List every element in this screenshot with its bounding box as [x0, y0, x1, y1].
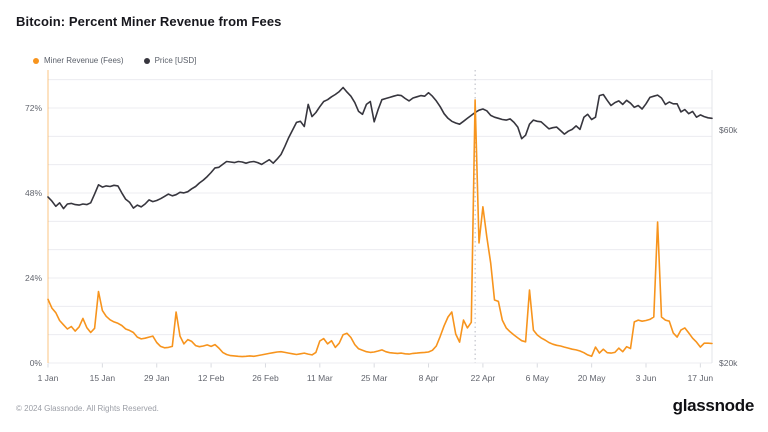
copyright-text: © 2024 Glassnode. All Rights Reserved. [16, 404, 159, 413]
y-left-tick-label: 24% [25, 273, 42, 283]
fees-series-dot-icon [33, 57, 39, 64]
price-series-dot-icon [143, 57, 150, 64]
y-left-tick-label: 72% [25, 103, 42, 113]
y-left-tick-label: 0% [30, 358, 43, 368]
x-axis-tick-label: 25 Mar [361, 373, 388, 383]
x-axis-tick-label: 20 May [578, 373, 607, 383]
x-axis-tick-label: 26 Feb [252, 373, 279, 383]
x-axis-tick-label: 11 Mar [307, 373, 333, 383]
legend-label-price: Price [USD] [154, 56, 197, 65]
x-axis-tick-label: 6 May [526, 373, 550, 383]
glassnode-wordmark: glassnode [672, 396, 755, 415]
legend-item-price[interactable]: Price [USD] [143, 56, 197, 65]
x-axis-tick-label: 3 Jun [636, 373, 657, 383]
x-axis-tick-label: 15 Jan [90, 373, 116, 383]
x-axis-tick-label: 8 Apr [419, 373, 439, 383]
page-title: Bitcoin: Percent Miner Revenue from Fees [16, 14, 282, 29]
y-right-tick-label: $20k [719, 358, 738, 368]
legend-item-fees[interactable]: Miner Revenue (Fees) [33, 56, 124, 65]
y-right-tick-label: $60k [719, 125, 738, 135]
y-left-tick-label: 48% [25, 188, 42, 198]
x-axis-tick-label: 22 Apr [471, 373, 496, 383]
chart-legend: Miner Revenue (Fees) Price [USD] [33, 56, 196, 65]
x-axis-tick-label: 12 Feb [198, 373, 225, 383]
price-line [47, 86, 713, 210]
fees-line [47, 99, 713, 358]
x-axis-tick-label: 17 Jun [688, 373, 714, 383]
legend-label-fees: Miner Revenue (Fees) [44, 56, 124, 65]
x-axis-tick-label: 1 Jan [38, 373, 59, 383]
x-axis-tick-label: 29 Jan [144, 373, 170, 383]
